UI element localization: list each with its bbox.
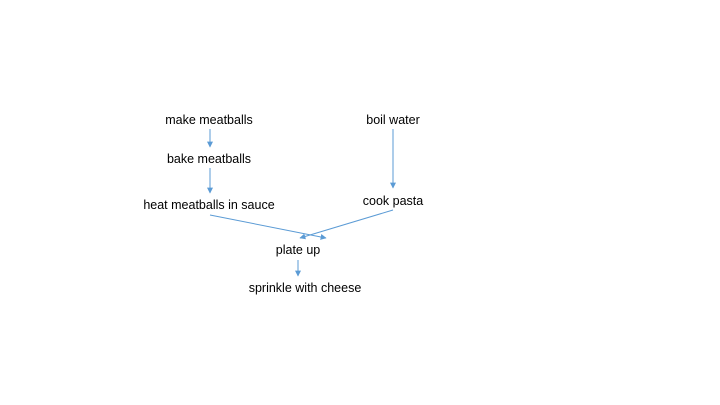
node-cook-pasta: cook pasta bbox=[362, 193, 424, 208]
node-boil-water: boil water bbox=[366, 112, 420, 127]
edge-cook-to-plate bbox=[299, 209, 394, 240]
node-heat-meatballs-in-sauce: heat meatballs in sauce bbox=[143, 197, 275, 212]
node-make-meatballs: make meatballs bbox=[165, 112, 253, 127]
node-plate-up: plate up bbox=[275, 242, 321, 257]
edge-heat-to-plate bbox=[209, 214, 327, 240]
node-bake-meatballs: bake meatballs bbox=[166, 151, 252, 166]
node-sprinkle-with-cheese: sprinkle with cheese bbox=[248, 280, 362, 295]
